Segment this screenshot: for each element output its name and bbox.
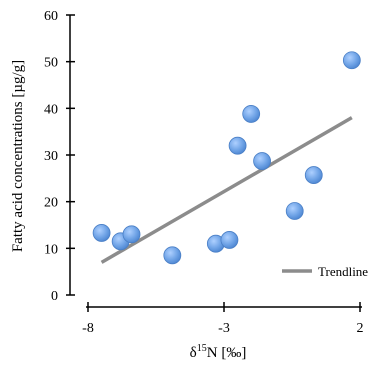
- x-tick-label: -3: [218, 321, 230, 336]
- y-axis-title: Fatty acid concentrations [µg/g]: [10, 60, 26, 252]
- legend-trendline-label: Trendline: [318, 264, 368, 279]
- scatter-point: [304, 166, 323, 184]
- scatter-point: [163, 246, 182, 265]
- y-axis-ticks: 0 10 20 30 40 50 60: [44, 9, 75, 304]
- y-tick-label: 0: [51, 289, 58, 304]
- y-tick-label: 10: [44, 242, 58, 257]
- scatter-point: [253, 152, 271, 170]
- trendline-layer: [100, 116, 353, 264]
- y-tick-label: 50: [44, 56, 58, 71]
- y-tick-label: 20: [44, 196, 58, 211]
- y-tick-label: 40: [44, 102, 58, 117]
- legend: Trendline: [282, 264, 368, 279]
- scatter-point: [220, 231, 239, 249]
- x-axis-ticks: -8 -3 2: [82, 302, 364, 336]
- scatter-point: [228, 136, 247, 155]
- x-tick-label: -8: [82, 321, 94, 336]
- y-tick-label: 30: [44, 149, 58, 164]
- scatter-point: [285, 202, 304, 220]
- scatter-point: [242, 105, 261, 123]
- trendline: [100, 116, 353, 264]
- scatter-point: [342, 51, 361, 70]
- y-tick-label: 60: [44, 9, 58, 24]
- scatter-point: [92, 224, 111, 242]
- scatter-points: [92, 51, 361, 265]
- x-tick-label: 2: [357, 321, 364, 336]
- scatter-point: [122, 225, 141, 244]
- x-axis-title: δ15N [‰]: [190, 343, 247, 361]
